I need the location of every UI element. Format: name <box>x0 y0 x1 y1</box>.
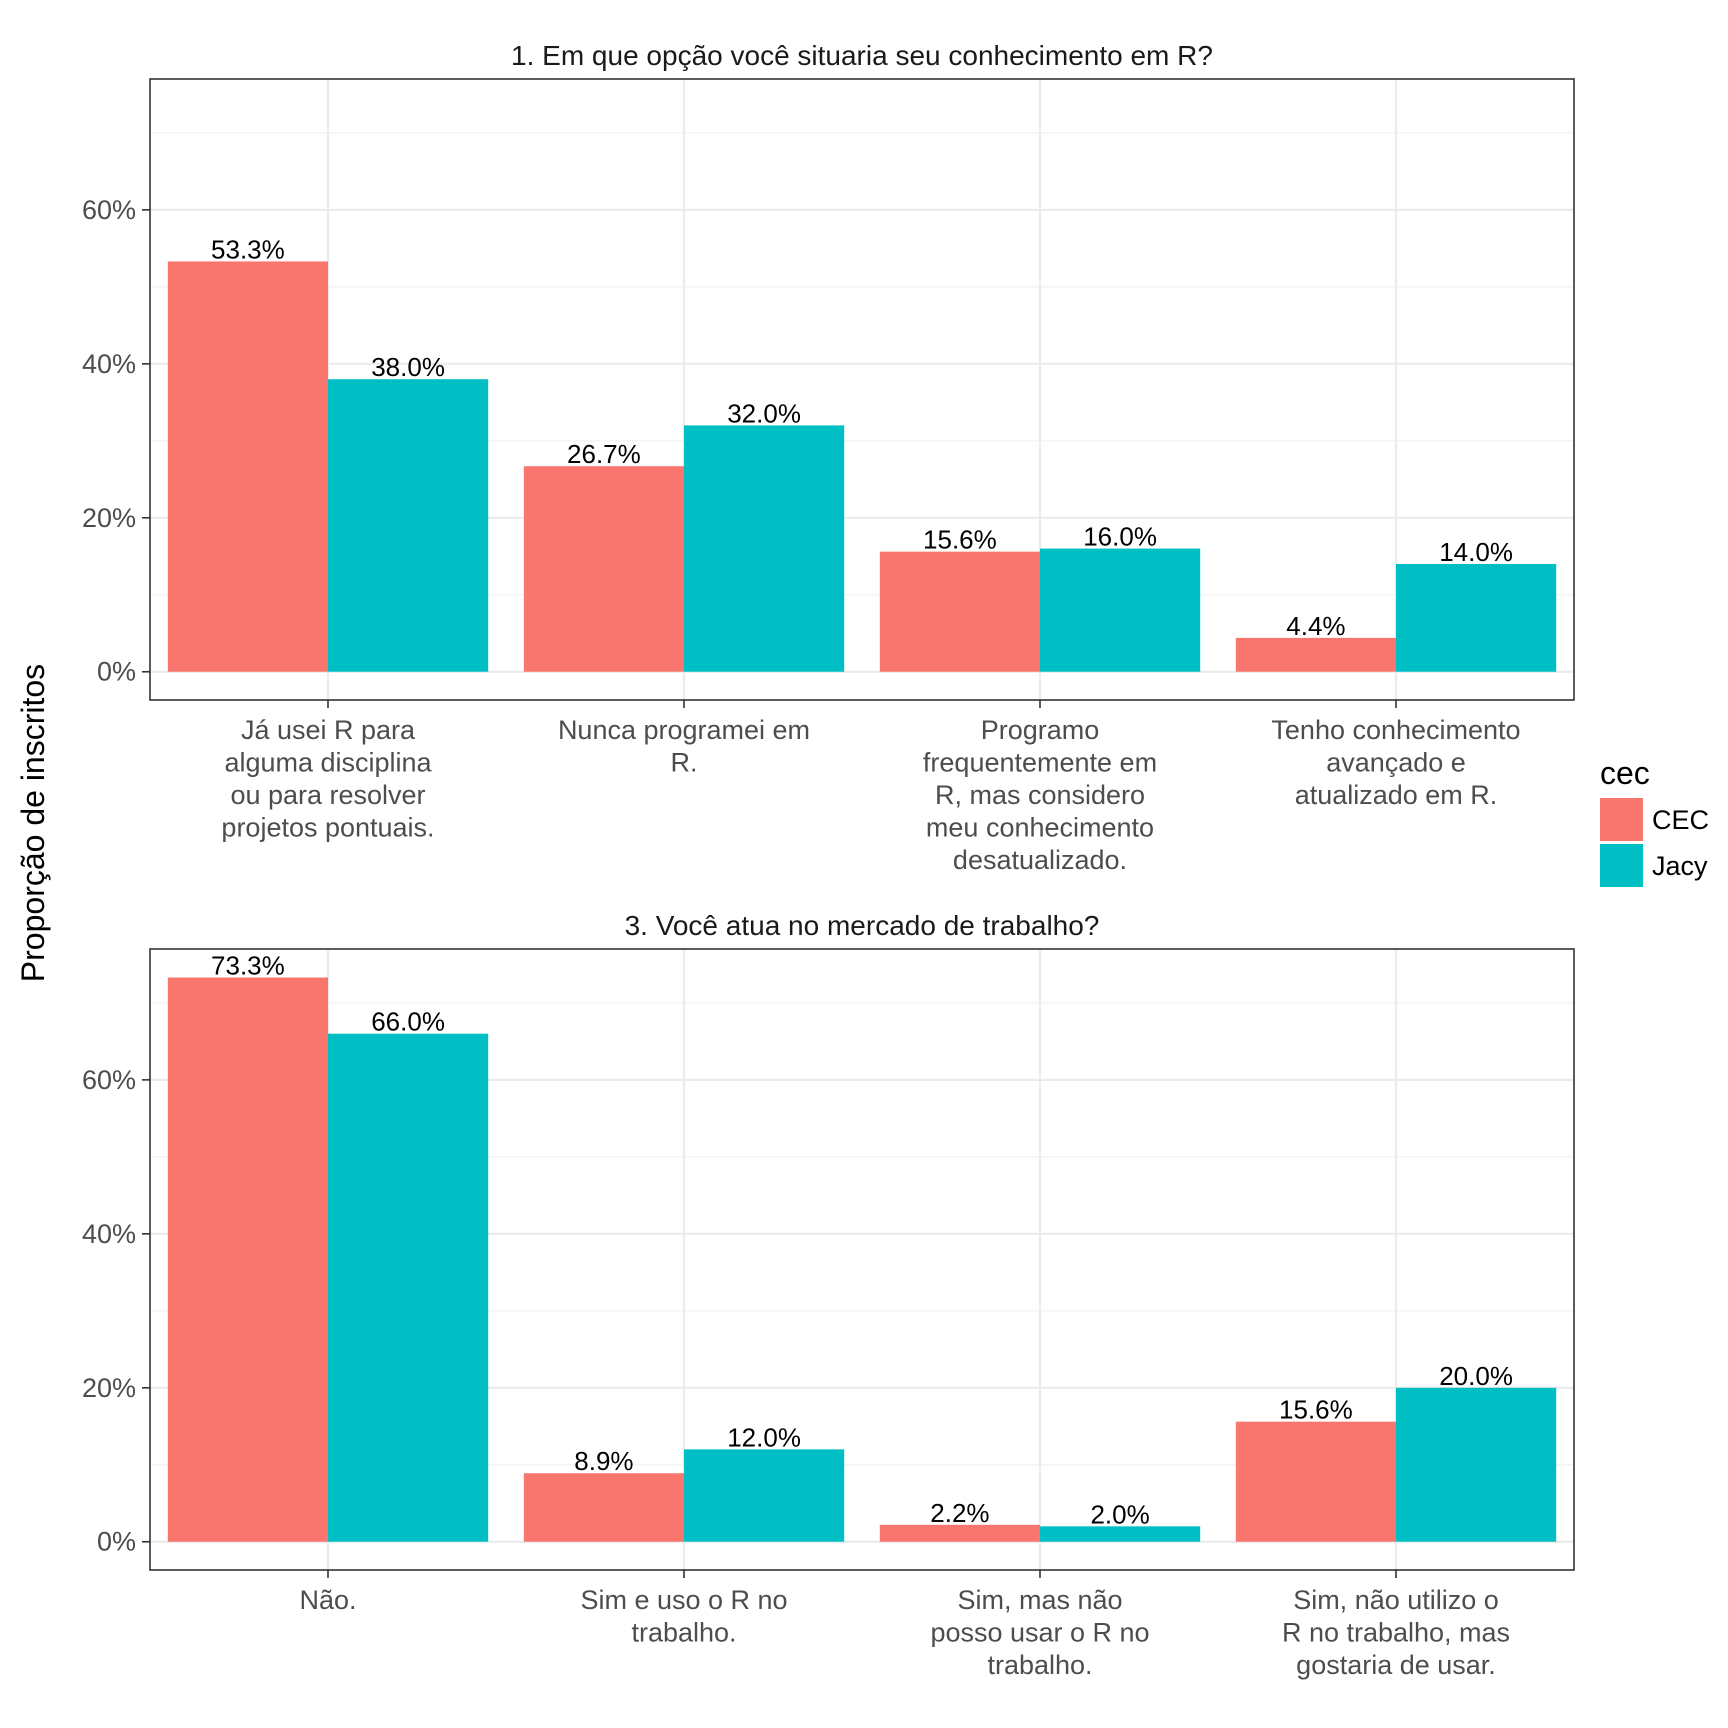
bar-value-label: 15.6% <box>1279 1395 1353 1425</box>
legend-key-jacy <box>1600 844 1643 887</box>
y-tick-label: 40% <box>82 1219 136 1249</box>
legend-label-cec: CEC <box>1652 805 1709 835</box>
bar-value-label: 20.0% <box>1439 1361 1513 1391</box>
legend-title: cec <box>1600 755 1650 791</box>
bar-value-label: 38.0% <box>371 352 445 382</box>
bar-cec <box>523 1473 684 1542</box>
bar-value-label: 73.3% <box>211 950 285 980</box>
bar-cec <box>167 261 328 672</box>
x-tick-label: Não. <box>299 1585 356 1615</box>
y-tick-label: 60% <box>82 195 136 225</box>
panel-border <box>149 78 1575 701</box>
bar-value-label: 14.0% <box>1439 537 1513 567</box>
bar-value-label: 12.0% <box>727 1422 801 1452</box>
y-tick-label: 20% <box>82 1373 136 1403</box>
bar-value-label: 53.3% <box>211 234 285 264</box>
bar-cec <box>879 1524 1040 1542</box>
bar-value-label: 15.6% <box>923 525 997 555</box>
x-tick-label: Nunca programei em R. <box>558 715 810 778</box>
bar-jacy <box>684 1449 845 1542</box>
bar-jacy <box>1396 1387 1557 1542</box>
panel-title: 1. Em que opção você situaria seu conhec… <box>511 40 1213 71</box>
chart-panel-2: 3. Você atua no mercado de trabalho? 73.3… <box>82 910 1575 1680</box>
chart-panel-1: 1. Em que opção você situaria seu conhec… <box>82 40 1575 875</box>
x-tick-label: Sim, mas não posso usar o R no trabalho. <box>930 1585 1149 1680</box>
bar-value-label: 66.0% <box>371 1007 445 1037</box>
bar-value-label: 32.0% <box>727 398 801 428</box>
bar-cec <box>1235 637 1396 672</box>
y-tick-label: 0% <box>97 657 136 687</box>
y-tick-label: 20% <box>82 503 136 533</box>
bar-jacy <box>1040 548 1201 672</box>
x-tick-label: Já usei R para alguma disciplina ou para r… <box>221 715 434 843</box>
bar-cec <box>879 551 1040 672</box>
y-tick-label: 60% <box>82 1065 136 1095</box>
bar-cec <box>1235 1421 1396 1542</box>
bar-value-label: 26.7% <box>567 439 641 469</box>
bar-value-label: 16.0% <box>1083 522 1157 552</box>
bar-jacy <box>328 379 489 672</box>
y-tick-label: 40% <box>82 349 136 379</box>
legend: cec CEC Jacy <box>1600 755 1709 887</box>
bar-jacy <box>684 425 845 672</box>
legend-key-cec <box>1600 798 1643 841</box>
y-axis-title: Proporção de inscritos <box>15 664 51 982</box>
panel-title: 3. Você atua no mercado de trabalho? <box>625 910 1100 941</box>
bar-jacy <box>1040 1526 1201 1542</box>
bar-cec <box>523 466 684 672</box>
legend-label-jacy: Jacy <box>1652 851 1708 881</box>
bar-cec <box>167 977 328 1542</box>
bar-jacy <box>328 1033 489 1542</box>
bar-value-label: 2.2% <box>930 1498 989 1528</box>
bar-jacy <box>1396 563 1557 672</box>
y-tick-label: 0% <box>97 1527 136 1557</box>
bar-value-label: 4.4% <box>1286 611 1345 641</box>
x-tick-label: Programo frequentemente em R, mas consider… <box>923 715 1157 875</box>
panel-border <box>149 948 1575 1571</box>
bar-value-label: 8.9% <box>574 1446 633 1476</box>
x-tick-label: Sim e uso o R no trabalho. <box>580 1585 787 1648</box>
x-tick-label: Tenho conhecimento avançado e atualizado e… <box>1271 715 1520 810</box>
bar-value-label: 2.0% <box>1090 1499 1149 1529</box>
